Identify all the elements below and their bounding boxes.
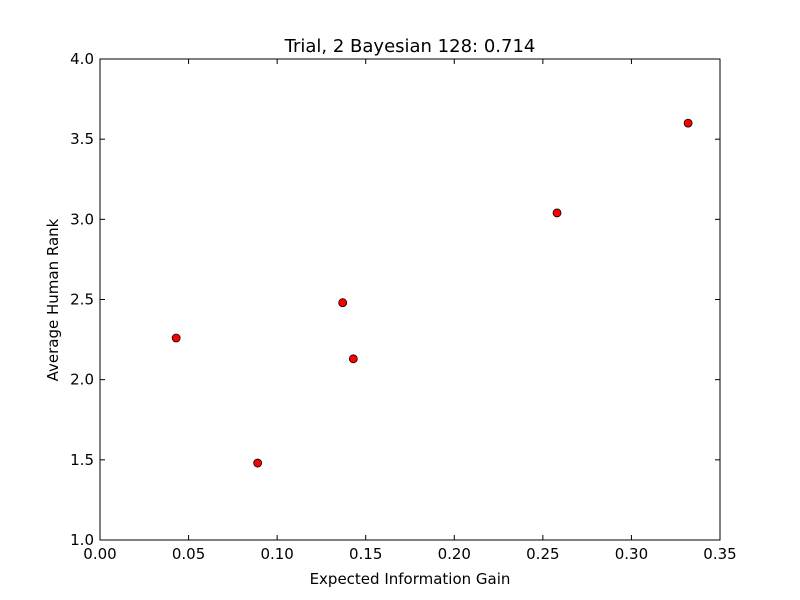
data-point bbox=[683, 118, 693, 128]
x-tick-label: 0.25 bbox=[526, 545, 559, 563]
y-tick-label: 2.5 bbox=[70, 291, 94, 309]
data-point bbox=[338, 298, 348, 308]
y-tick-label: 1.5 bbox=[70, 451, 94, 469]
chart-title: Trial, 2 Bayesian 128: 0.714 bbox=[284, 36, 536, 57]
data-point bbox=[348, 354, 358, 364]
data-point bbox=[171, 333, 181, 343]
y-tick-label: 2.0 bbox=[70, 371, 94, 389]
x-axis-label: Expected Information Gain bbox=[310, 570, 511, 588]
x-tick-label: 0.10 bbox=[260, 545, 293, 563]
y-axis-label: Average Human Rank bbox=[44, 218, 62, 381]
y-tick-label: 3.0 bbox=[70, 210, 94, 228]
x-tick-label: 0.20 bbox=[438, 545, 471, 563]
data-point bbox=[552, 208, 562, 218]
y-tick-label: 3.5 bbox=[70, 130, 94, 148]
data-point bbox=[253, 458, 263, 468]
y-tick-label: 1.0 bbox=[70, 531, 94, 549]
plot-area: 0.00 0.05 0.10 0.15 0.20 0.25 0.30 0.35 1.0 1.5 2… bbox=[70, 50, 737, 563]
x-tick-label: 0.00 bbox=[83, 545, 116, 563]
x-tick-label: 0.35 bbox=[703, 545, 736, 563]
x-tick-label: 0.05 bbox=[172, 545, 205, 563]
x-tick-label: 0.30 bbox=[615, 545, 648, 563]
data-points bbox=[171, 118, 693, 468]
y-tick-label: 4.0 bbox=[70, 50, 94, 68]
x-axis-ticks: 0.00 0.05 0.10 0.15 0.20 0.25 0.30 0.35 bbox=[83, 59, 737, 563]
x-tick-label: 0.15 bbox=[349, 545, 382, 563]
y-axis-ticks: 1.0 1.5 2.0 2.5 3.0 3.5 4.0 bbox=[70, 50, 720, 549]
